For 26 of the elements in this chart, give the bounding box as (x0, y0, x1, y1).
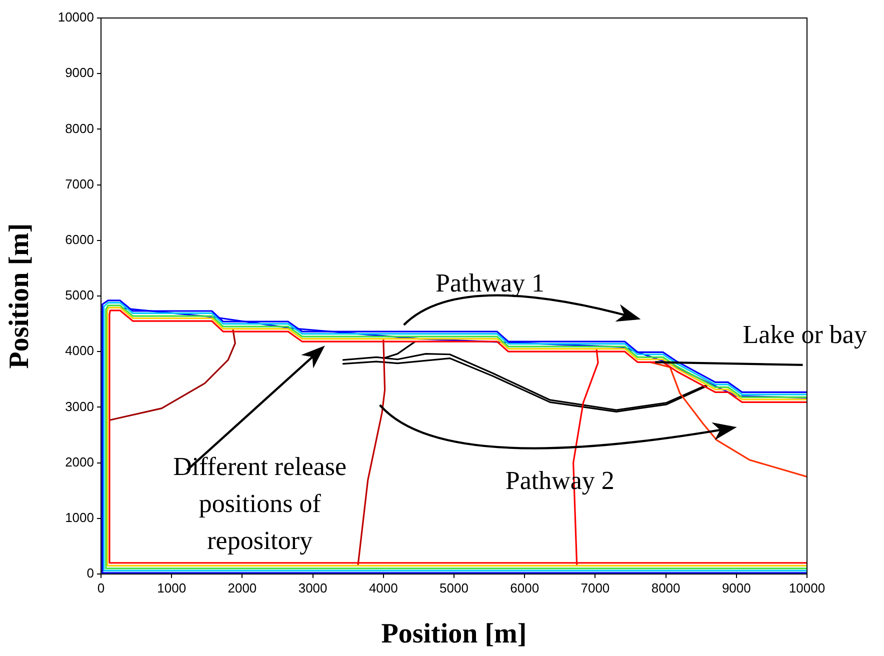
annotation: Pathway 1 (435, 268, 545, 298)
y-tick-label: 0 (86, 566, 94, 581)
x-axis-title: Position [m] (381, 618, 527, 650)
x-tick-label: 0 (97, 580, 105, 596)
y-tick-label: 2000 (65, 454, 94, 470)
x-tick-label: 6000 (510, 580, 540, 596)
y-tick-label: 8000 (65, 120, 94, 136)
y-tick-label: 5000 (65, 288, 94, 303)
y-tick-label: 9000 (65, 65, 94, 80)
x-tick-label: 5000 (440, 580, 468, 596)
x-tick-label: 7000 (580, 580, 610, 596)
x-tick-label: 8000 (651, 580, 680, 596)
y-tick-label: 6000 (65, 232, 94, 247)
x-tick-label: 3000 (298, 580, 328, 596)
x-tick-label: 10000 (788, 580, 826, 596)
y-tick-label: 10000 (58, 10, 94, 25)
y-tick-label: 1000 (65, 510, 94, 525)
y-tick-label: 7000 (65, 176, 94, 192)
annotation: Different release positions of repository (173, 452, 347, 555)
y-axis-title: Position [m] (4, 223, 36, 369)
x-tick-label: 4000 (368, 580, 398, 596)
x-tick-label: 2000 (228, 580, 257, 596)
x-tick-label: 1000 (157, 580, 186, 596)
y-tick-label: 3000 (65, 398, 94, 414)
y-tick-label: 4000 (65, 343, 94, 358)
x-tick-label: 9000 (722, 580, 751, 596)
